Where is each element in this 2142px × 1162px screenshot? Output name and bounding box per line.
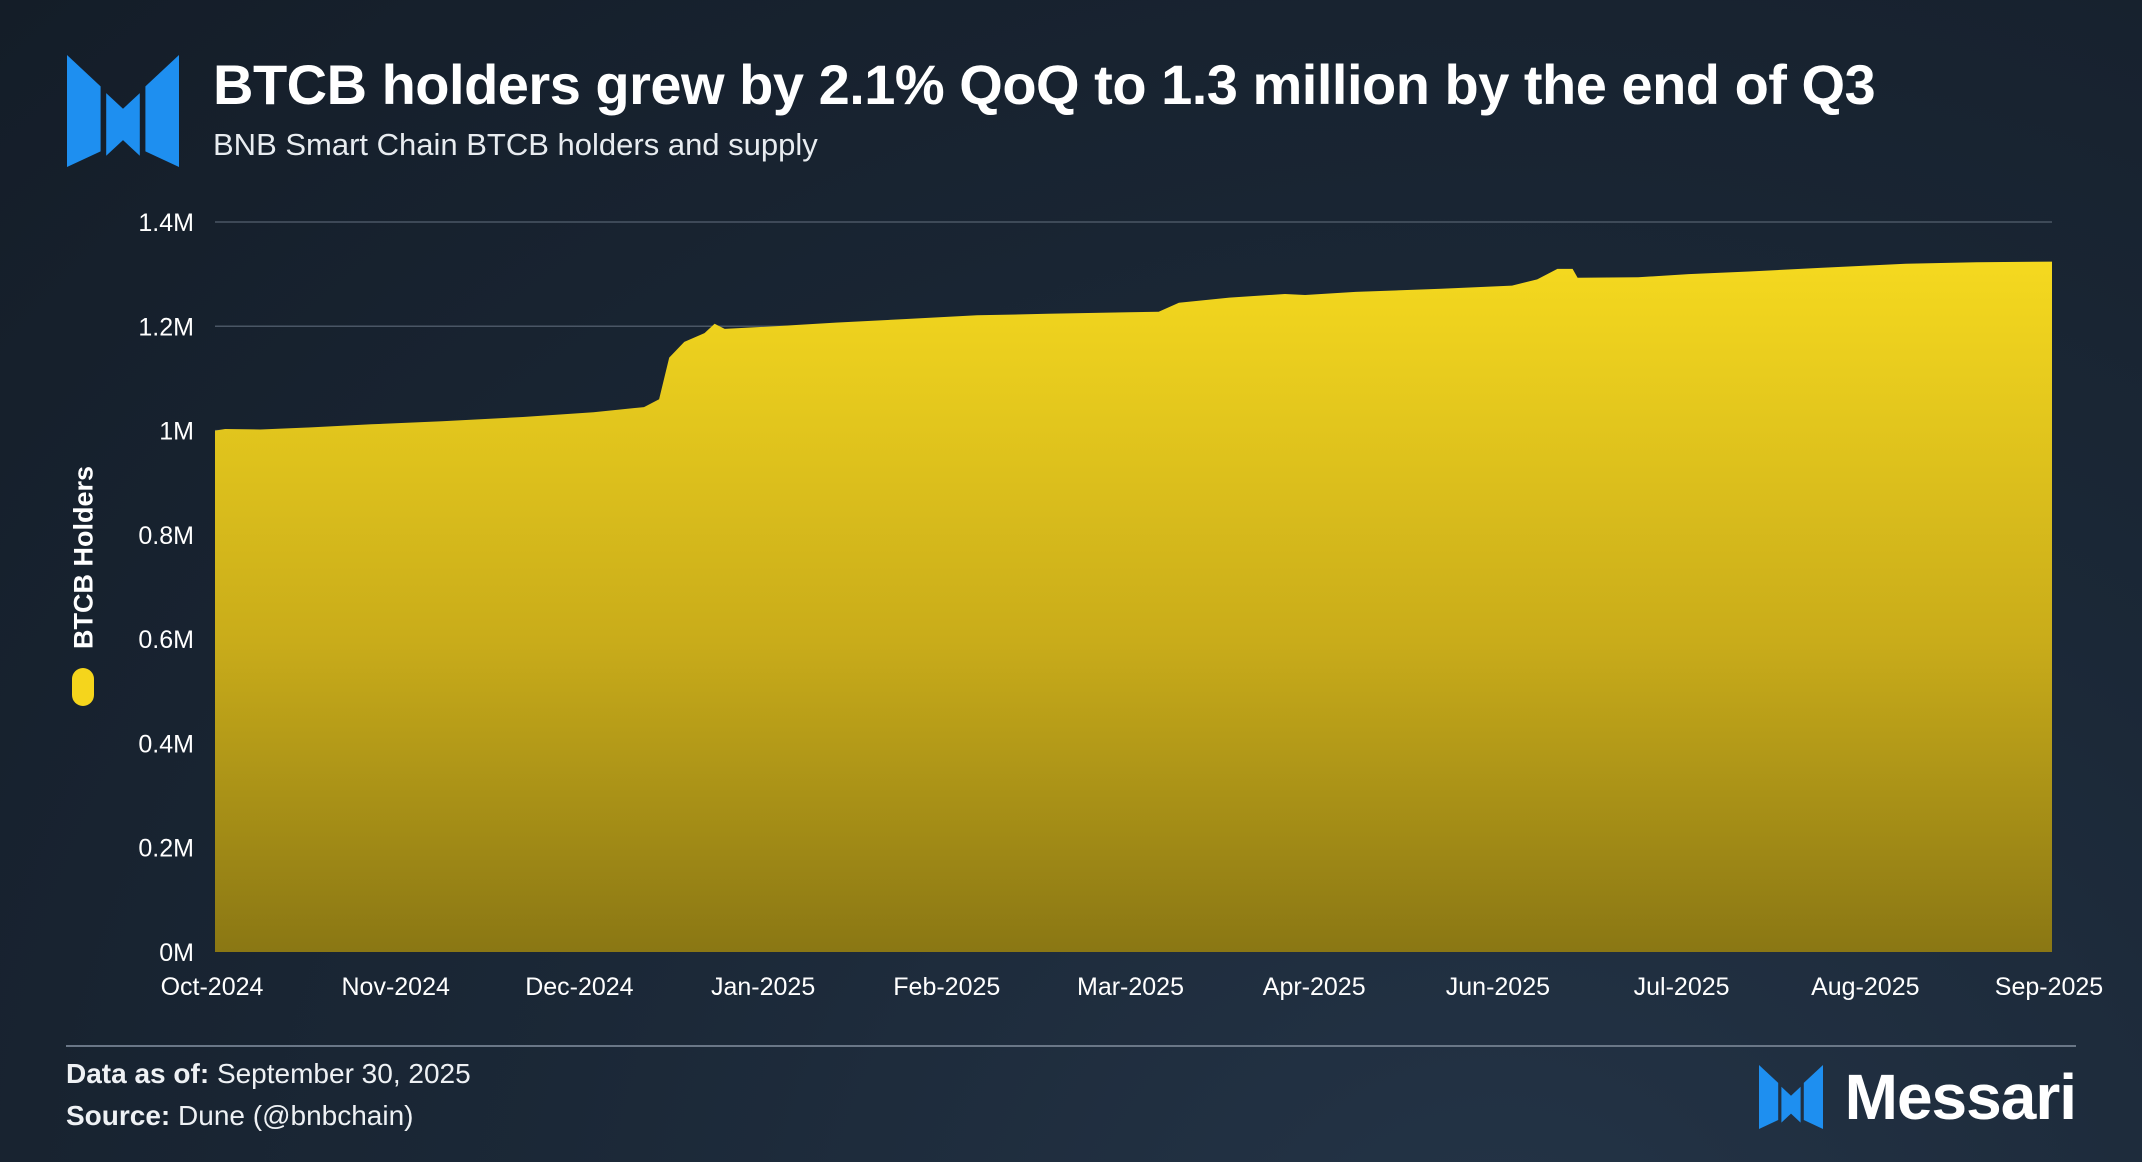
source: Source: Dune (@bnbchain): [66, 1100, 413, 1132]
y-axis-label: BTCB Holders: [68, 466, 99, 650]
chart-title: BTCB holders grew by 2.1% QoQ to 1.3 mil…: [213, 53, 1876, 116]
y-tick-label: 0.8M: [138, 522, 194, 550]
source-value: Dune (@bnbchain): [178, 1100, 414, 1131]
x-tick-label: Nov-2024: [341, 973, 449, 1001]
chart-subtitle: BNB Smart Chain BTCB holders and supply: [213, 127, 818, 162]
x-tick-label: Jan-2025: [711, 973, 815, 1001]
data-as-of-label: Data as of:: [66, 1058, 210, 1089]
footer-divider: [66, 1045, 2076, 1047]
y-tick-label: 1.4M: [138, 209, 194, 237]
x-tick-label: Dec-2024: [525, 973, 633, 1001]
y-tick-label: 1M: [159, 418, 194, 446]
y-tick-label: 0.4M: [138, 730, 194, 758]
x-tick-label: Mar-2025: [1077, 973, 1184, 1001]
brand-name: Messari: [1844, 1061, 2077, 1133]
legend-swatch: [72, 668, 94, 706]
x-tick-label: Oct-2024: [161, 973, 264, 1001]
brand-mark: Messari: [1758, 1060, 2077, 1134]
y-tick-label: 0.2M: [138, 835, 194, 863]
data-as-of-value: September 30, 2025: [216, 1058, 471, 1089]
source-label: Source:: [66, 1100, 171, 1131]
series-area-btcb-holders: [215, 261, 2052, 953]
x-tick-label: Jun-2025: [1446, 973, 1550, 1001]
y-tick-label: 1.2M: [138, 313, 194, 341]
x-tick-label: Apr-2025: [1263, 973, 1366, 1001]
messari-logo-icon: [67, 55, 179, 167]
x-tick-label: Jul-2025: [1634, 973, 1730, 1001]
data-as-of: Data as of: September 30, 2025: [66, 1058, 471, 1090]
messari-logo-icon: [1758, 1065, 1823, 1129]
x-tick-label: Aug-2025: [1811, 973, 1919, 1001]
x-tick-label: Feb-2025: [893, 973, 1000, 1001]
x-tick-label: Sep-2025: [1995, 973, 2103, 1001]
y-tick-label: 0M: [159, 939, 194, 967]
y-tick-label: 0.6M: [138, 626, 194, 654]
